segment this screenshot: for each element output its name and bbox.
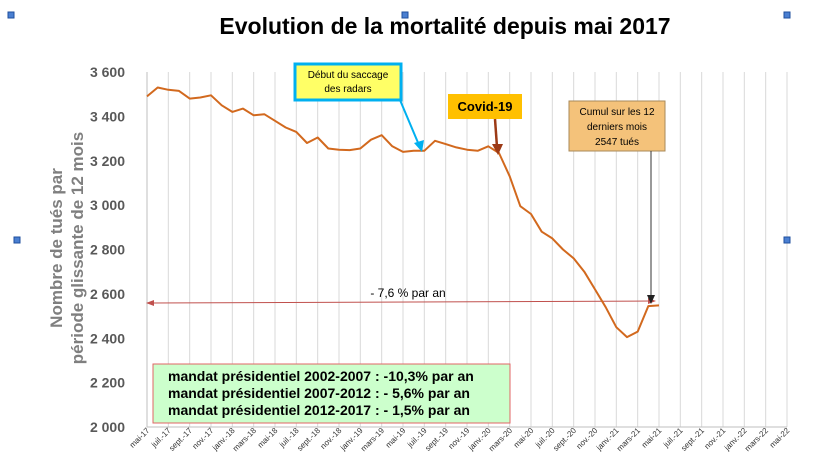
trend-arrow [149, 300, 653, 304]
y-tick-label: 3 200 [90, 153, 125, 169]
radars-arrow [399, 99, 420, 146]
y-tick-labels: 2 000 2 200 2 400 2 600 2 800 3 000 3 200 3 400… [90, 64, 125, 435]
y-tick-label: 3 000 [90, 197, 125, 213]
x-tick-label: mai-19 [384, 426, 408, 450]
x-tick-label: mars-22 [743, 426, 770, 453]
trend-label: - 7,6 % par an [370, 286, 445, 300]
radars-box [293, 62, 403, 102]
x-tick-label: mai-22 [768, 426, 792, 450]
chart-title: Evolution de la mortalité depuis mai 201… [219, 13, 670, 39]
radars-arrow-head [414, 140, 424, 152]
covid-arrow [493, 118, 499, 148]
mandat-line-3: mandat présidentiel 2012-2017 : - 1,5% p… [168, 402, 470, 418]
x-tick-label: mars-20 [487, 426, 514, 453]
x-tick-label: sept.-19 [423, 426, 450, 453]
handle-top-left[interactable] [7, 11, 15, 19]
cumul-line1: Cumul sur les 12 [579, 107, 654, 118]
x-tick-label: sept.-20 [551, 426, 578, 453]
cumul-box [568, 100, 666, 152]
x-tick-label: mai-21 [640, 426, 664, 450]
covid-annotation: Covid-19 [448, 94, 522, 155]
x-tick-label: sept.-21 [679, 426, 706, 453]
y-tick-label: 2 000 [90, 419, 125, 435]
cumul-line3: 2547 tués [595, 137, 639, 148]
y-axis-title-line1: Nombre de tués par [47, 168, 66, 328]
y-tick-label: 2 800 [90, 242, 125, 258]
mandat-box: mandat présidentiel 2002-2007 : -10,3% p… [152, 363, 511, 424]
x-tick-label: mai-18 [256, 426, 280, 450]
covid-box [448, 94, 522, 119]
x-tick-label: mars-21 [615, 426, 642, 453]
series-line [146, 86, 660, 339]
y-tick-label: 2 200 [90, 375, 125, 391]
covid-label: Covid-19 [458, 99, 513, 114]
series [146, 86, 660, 339]
x-tick-labels: mai-17juil.-17sept.-17nov.-17janv.-18mar… [128, 426, 792, 454]
cumul-arrow-head [647, 295, 655, 304]
x-tick-label: mars-18 [231, 426, 258, 453]
selection-handles[interactable] [7, 11, 791, 244]
y-tick-label: 2 600 [90, 286, 125, 302]
handle-middle-left[interactable] [13, 236, 21, 244]
mandat-line-2: mandat présidentiel 2007-2012 : - 5,6% p… [168, 385, 470, 401]
y-tick-label: 3 400 [90, 108, 125, 124]
y-axis-title-line2: période glissante de 12 mois [68, 132, 87, 364]
handle-middle-right[interactable] [783, 236, 791, 244]
y-tick-label: 2 400 [90, 330, 125, 346]
x-tick-label: mars-19 [359, 426, 386, 453]
x-tick-label: sept.-18 [295, 426, 322, 453]
x-tick-label: sept.-17 [167, 426, 194, 453]
radars-annotation: Début du saccage des radars [293, 62, 424, 152]
cumul-line2: derniers mois [587, 122, 647, 133]
x-tick-label: mai-17 [128, 426, 152, 450]
x-tick-label: mai-20 [512, 426, 536, 450]
cumul-annotation: Cumul sur les 12 derniers mois 2547 tués [568, 100, 666, 304]
handle-top-right[interactable] [783, 11, 791, 19]
radars-label-line1: Début du saccage [308, 70, 389, 81]
mandat-line-1: mandat présidentiel 2002-2007 : -10,3% p… [168, 368, 474, 384]
radars-label-line2: des radars [324, 84, 371, 95]
mandat-box-background [152, 363, 511, 424]
y-tick-label: 3 600 [90, 64, 125, 80]
axes [146, 72, 787, 428]
trend-arrow-head-left [146, 300, 154, 306]
handle-top-center[interactable] [401, 11, 409, 19]
covid-arrow-head [492, 144, 503, 155]
trend-annotation: - 7,6 % par an [146, 286, 656, 306]
y-axis-title: Nombre de tués par période glissante de … [47, 132, 87, 364]
